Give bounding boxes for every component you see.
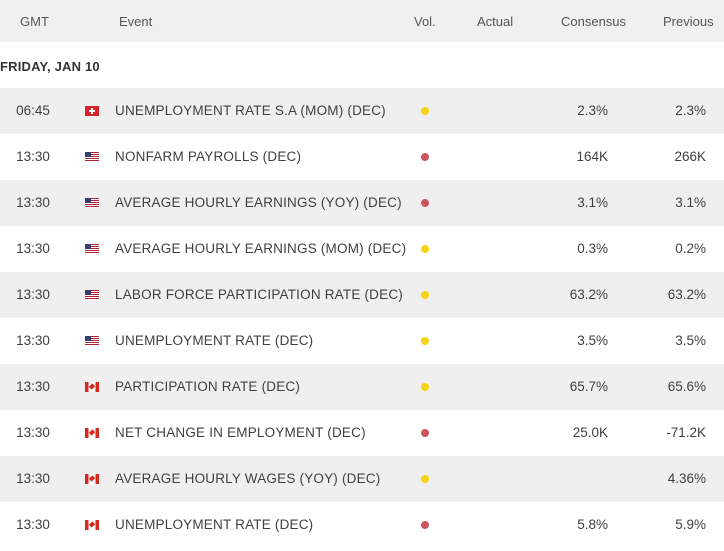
event-previous: 3.1%	[675, 195, 706, 210]
event-time: 13:30	[16, 287, 50, 302]
event-list: 06:45 UNEMPLOYMENT RATE S.A (MOM) (DEC) 2.…	[0, 88, 724, 548]
event-previous: 65.6%	[667, 379, 706, 394]
day-header: FRIDAY, JAN 10	[0, 42, 724, 88]
event-name[interactable]: AVERAGE HOURLY EARNINGS (YOY) (DEC)	[115, 195, 402, 210]
table-row[interactable]: 13:30 UNEMPLOYMENT RATE (DEC) 5.8% 5.9%	[0, 502, 724, 548]
volatility-medium-icon	[421, 337, 429, 345]
flag-us-icon	[85, 336, 99, 346]
event-name[interactable]: UNEMPLOYMENT RATE (DEC)	[115, 517, 314, 532]
volatility-high-icon	[421, 429, 429, 437]
flag-ca-icon	[85, 520, 99, 530]
event-time: 13:30	[16, 471, 50, 486]
table-row[interactable]: 13:30 PARTICIPATION RATE (DEC) 65.7% 65.6%	[0, 364, 724, 410]
day-label: FRIDAY, JAN 10	[0, 59, 100, 74]
flag-us-icon	[85, 244, 99, 254]
volatility-medium-icon	[421, 245, 429, 253]
column-header-vol[interactable]: Vol.	[414, 14, 436, 29]
event-time: 13:30	[16, 425, 50, 440]
event-consensus: 5.8%	[577, 517, 608, 532]
event-consensus: 3.1%	[577, 195, 608, 210]
column-header-consensus[interactable]: Consensus	[561, 14, 627, 29]
event-previous: -71.2K	[666, 425, 706, 440]
volatility-high-icon	[421, 153, 429, 161]
event-consensus: 25.0K	[572, 425, 608, 440]
flag-us-icon	[85, 152, 99, 162]
event-time: 13:30	[16, 379, 50, 394]
table-row[interactable]: 06:45 UNEMPLOYMENT RATE S.A (MOM) (DEC) 2.…	[0, 88, 724, 134]
volatility-medium-icon	[421, 107, 429, 115]
table-row[interactable]: 13:30 AVERAGE HOURLY WAGES (YOY) (DEC) 4.3…	[0, 456, 724, 502]
event-name[interactable]: AVERAGE HOURLY WAGES (YOY) (DEC)	[115, 471, 381, 486]
event-name[interactable]: UNEMPLOYMENT RATE S.A (MOM) (DEC)	[115, 103, 386, 118]
volatility-high-icon	[421, 521, 429, 529]
flag-ca-icon	[85, 428, 99, 438]
volatility-medium-icon	[421, 291, 429, 299]
event-time: 13:30	[16, 241, 50, 256]
flag-us-icon	[85, 290, 99, 300]
event-previous: 2.3%	[675, 103, 706, 118]
event-previous: 0.2%	[675, 241, 706, 256]
table-row[interactable]: 13:30 AVERAGE HOURLY EARNINGS (YOY) (DEC)…	[0, 180, 724, 226]
volatility-high-icon	[421, 199, 429, 207]
event-name[interactable]: LABOR FORCE PARTICIPATION RATE (DEC)	[115, 287, 403, 302]
volatility-medium-icon	[421, 475, 429, 483]
event-previous: 3.5%	[675, 333, 706, 348]
table-row[interactable]: 13:30 UNEMPLOYMENT RATE (DEC) 3.5% 3.5%	[0, 318, 724, 364]
event-name[interactable]: NET CHANGE IN EMPLOYMENT (DEC)	[115, 425, 366, 440]
event-previous: 5.9%	[675, 517, 706, 532]
flag-ch-icon	[85, 106, 99, 116]
event-consensus: 65.7%	[569, 379, 608, 394]
column-header-previous[interactable]: Previous	[663, 14, 714, 29]
event-consensus: 2.3%	[577, 103, 608, 118]
event-time: 13:30	[16, 333, 50, 348]
flag-ca-icon	[85, 474, 99, 484]
event-consensus: 63.2%	[569, 287, 608, 302]
event-consensus: 3.5%	[577, 333, 608, 348]
flag-ca-icon	[85, 382, 99, 392]
event-previous: 266K	[674, 149, 706, 164]
column-header-event[interactable]: Event	[119, 14, 153, 29]
event-name[interactable]: NONFARM PAYROLLS (DEC)	[115, 149, 302, 164]
event-time: 13:30	[16, 517, 50, 532]
event-time: 06:45	[16, 103, 50, 118]
event-time: 13:30	[16, 195, 50, 210]
event-previous: 63.2%	[667, 287, 706, 302]
event-time: 13:30	[16, 149, 50, 164]
column-header-actual[interactable]: Actual	[477, 14, 514, 29]
table-row[interactable]: 13:30 NET CHANGE IN EMPLOYMENT (DEC) 25.0K…	[0, 410, 724, 456]
event-previous: 4.36%	[667, 471, 706, 486]
event-consensus: 0.3%	[577, 241, 608, 256]
event-consensus: 164K	[576, 149, 608, 164]
table-row[interactable]: 13:30 AVERAGE HOURLY EARNINGS (MOM) (DEC)…	[0, 226, 724, 272]
volatility-medium-icon	[421, 383, 429, 391]
event-name[interactable]: AVERAGE HOURLY EARNINGS (MOM) (DEC)	[115, 241, 407, 256]
flag-us-icon	[85, 198, 99, 208]
table-header: GMT Event Vol. Actual Consensus Previous	[0, 0, 724, 42]
table-row[interactable]: 13:30 NONFARM PAYROLLS (DEC) 164K 266K	[0, 134, 724, 180]
column-header-gmt[interactable]: GMT	[20, 14, 49, 29]
event-name[interactable]: PARTICIPATION RATE (DEC)	[115, 379, 301, 394]
event-name[interactable]: UNEMPLOYMENT RATE (DEC)	[115, 333, 314, 348]
table-row[interactable]: 13:30 LABOR FORCE PARTICIPATION RATE (DEC…	[0, 272, 724, 318]
